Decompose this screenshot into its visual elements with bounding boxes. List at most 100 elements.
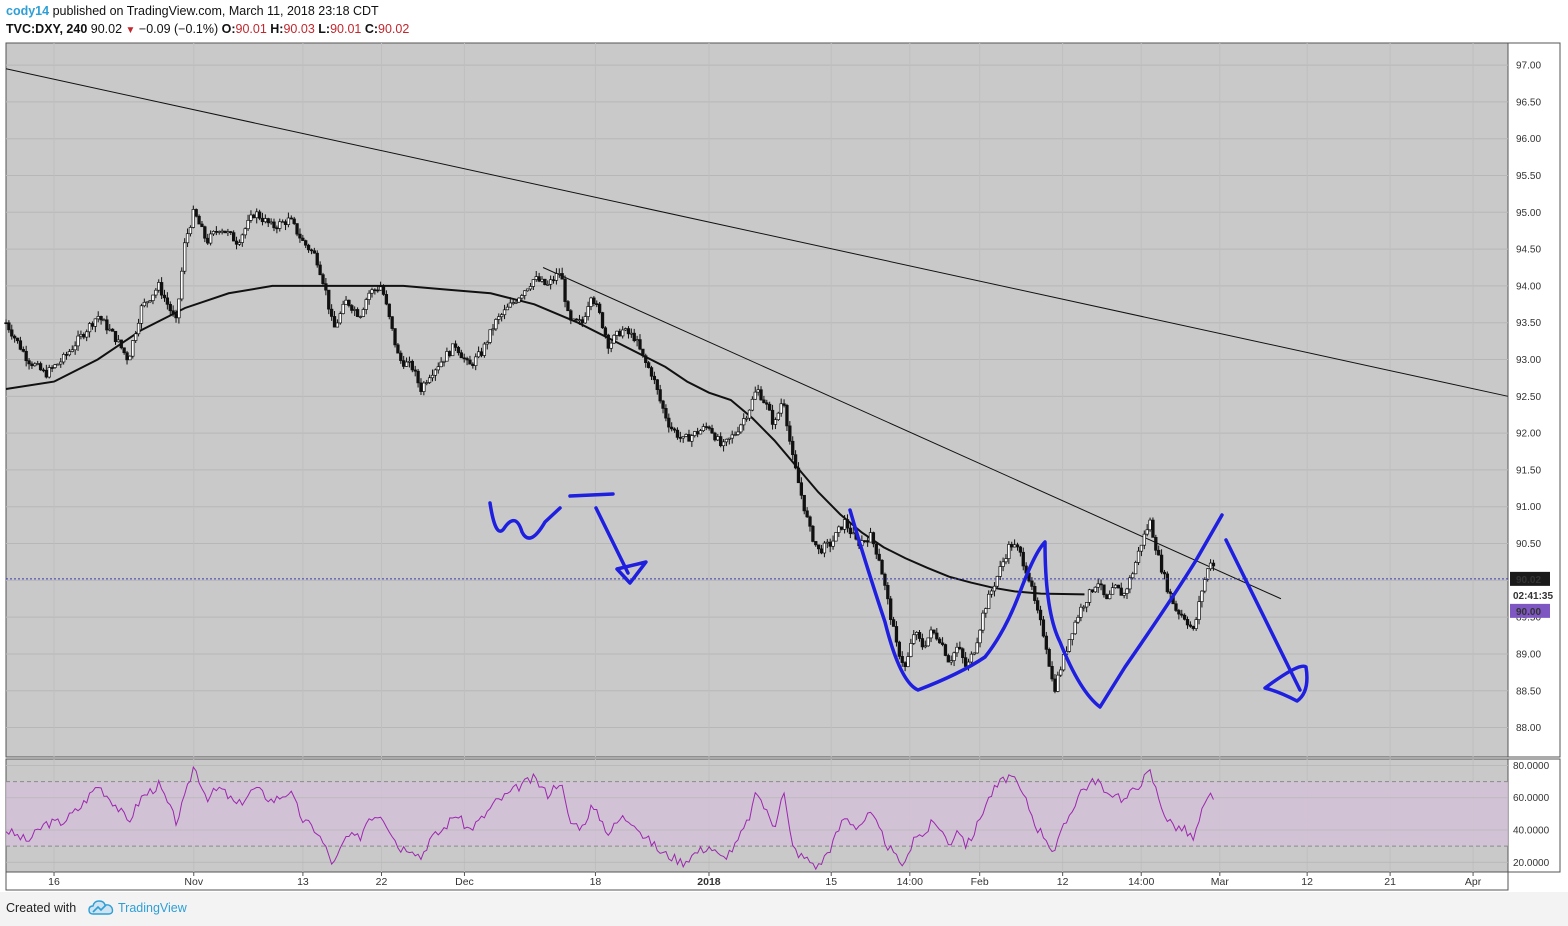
candle-body: [903, 662, 907, 667]
candle-body: [1050, 666, 1054, 680]
candle-body: [502, 309, 507, 316]
candle-body: [842, 519, 847, 530]
candle-body: [961, 648, 965, 658]
time-tick-label: 22: [376, 876, 388, 888]
candle-body: [1116, 584, 1121, 589]
candle-body: [569, 310, 573, 321]
candle-body: [759, 389, 763, 401]
candle-body: [834, 532, 838, 542]
candle-body: [272, 221, 276, 229]
author-link[interactable]: cody14: [6, 4, 50, 18]
blue-drawing-stroke: [594, 506, 630, 575]
candle-body: [217, 231, 221, 233]
price-axis[interactable]: [1507, 42, 1561, 758]
price-tick-label: 89.00: [1516, 649, 1541, 660]
candle-body: [59, 361, 63, 365]
candle-body: [517, 297, 521, 303]
candle-body: [1128, 577, 1132, 590]
candle-body: [765, 402, 769, 405]
main-pane[interactable]: [5, 42, 1509, 758]
candle-body: [1208, 562, 1213, 570]
candle-body: [949, 660, 953, 663]
candle-body: [134, 333, 138, 341]
candle-body: [595, 303, 599, 306]
candle-body: [995, 576, 999, 587]
candle-body: [1139, 544, 1144, 552]
candle-body: [851, 532, 855, 535]
candle-body: [485, 342, 489, 345]
candle-body: [318, 264, 322, 276]
candle-body: [840, 526, 844, 530]
candle-body: [301, 237, 305, 241]
candle-body: [18, 340, 23, 350]
candle-body: [105, 319, 109, 331]
candle-body: [998, 566, 1002, 577]
candle-body: [283, 221, 288, 225]
tradingview-cloud-icon[interactable]: [88, 899, 114, 917]
candle-body: [491, 328, 495, 331]
candle-body: [79, 334, 83, 337]
candle-body: [828, 541, 832, 547]
blue-drawing-stroke: [1224, 538, 1302, 692]
candle-body: [788, 425, 792, 442]
candle-body: [678, 437, 682, 439]
candle-body: [1108, 593, 1112, 600]
candle-body: [1056, 674, 1060, 692]
candle-body: [606, 334, 610, 349]
candlesticks: [4, 205, 1216, 694]
candle-body: [963, 657, 968, 667]
candle-body: [286, 217, 291, 225]
candle-body: [894, 626, 899, 643]
candle-body: [171, 310, 175, 314]
candle-body: [1203, 579, 1207, 592]
created-with-text: Created with: [6, 901, 77, 915]
candle-body: [923, 645, 927, 648]
candle-body: [82, 334, 86, 338]
chart-canvas[interactable]: 97.00 96.50 96.00 95.50 95.00 94.50 94.00 93.50…: [0, 42, 1568, 892]
candle-body: [404, 361, 409, 367]
candle-body: [525, 288, 530, 292]
candle-body: [1004, 558, 1008, 563]
hand-drawings[interactable]: [488, 492, 1309, 709]
candle-body: [629, 332, 633, 335]
candle-body: [684, 434, 688, 437]
price-tick-label: 94.00: [1516, 281, 1541, 292]
trendline: [5, 68, 1509, 397]
down-arrow-icon: ▼: [125, 25, 136, 36]
candle-body: [1073, 621, 1077, 635]
candle-body: [589, 297, 593, 307]
candle-body: [917, 632, 922, 639]
candle-body: [548, 279, 553, 285]
time-axis[interactable]: [5, 871, 1509, 891]
candle-body: [621, 329, 625, 337]
blue-drawing-stroke: [568, 492, 615, 498]
candle-body: [825, 541, 829, 544]
candle-body: [214, 231, 219, 233]
time-tick-label: 13: [297, 876, 309, 888]
time-tick-label: Apr: [1465, 876, 1482, 888]
candle-body: [257, 211, 262, 219]
candle-body: [912, 634, 916, 644]
candle-body: [304, 240, 308, 246]
candle-body: [370, 289, 374, 294]
candle-body: [554, 273, 559, 281]
trendlines[interactable]: [5, 68, 1509, 600]
candle-body: [1041, 619, 1046, 637]
candle-body: [609, 342, 613, 349]
candle-body: [776, 412, 780, 421]
candle-body: [793, 454, 798, 469]
candle-body: [563, 278, 567, 302]
candle-body: [96, 316, 100, 320]
candle-body: [883, 573, 887, 586]
candle-body: [315, 252, 319, 266]
price-tick-label: 93.50: [1516, 318, 1541, 329]
candle-body: [139, 305, 144, 324]
candle-body: [246, 220, 250, 230]
candle-body: [992, 585, 997, 592]
time-tick-label: Nov: [184, 876, 203, 888]
candle-body: [978, 629, 982, 644]
candle-body: [324, 283, 328, 291]
published-text: published on TradingView.com, March 11, …: [52, 4, 379, 18]
tradingview-link[interactable]: TradingView: [118, 901, 187, 915]
candle-body: [1131, 573, 1135, 579]
